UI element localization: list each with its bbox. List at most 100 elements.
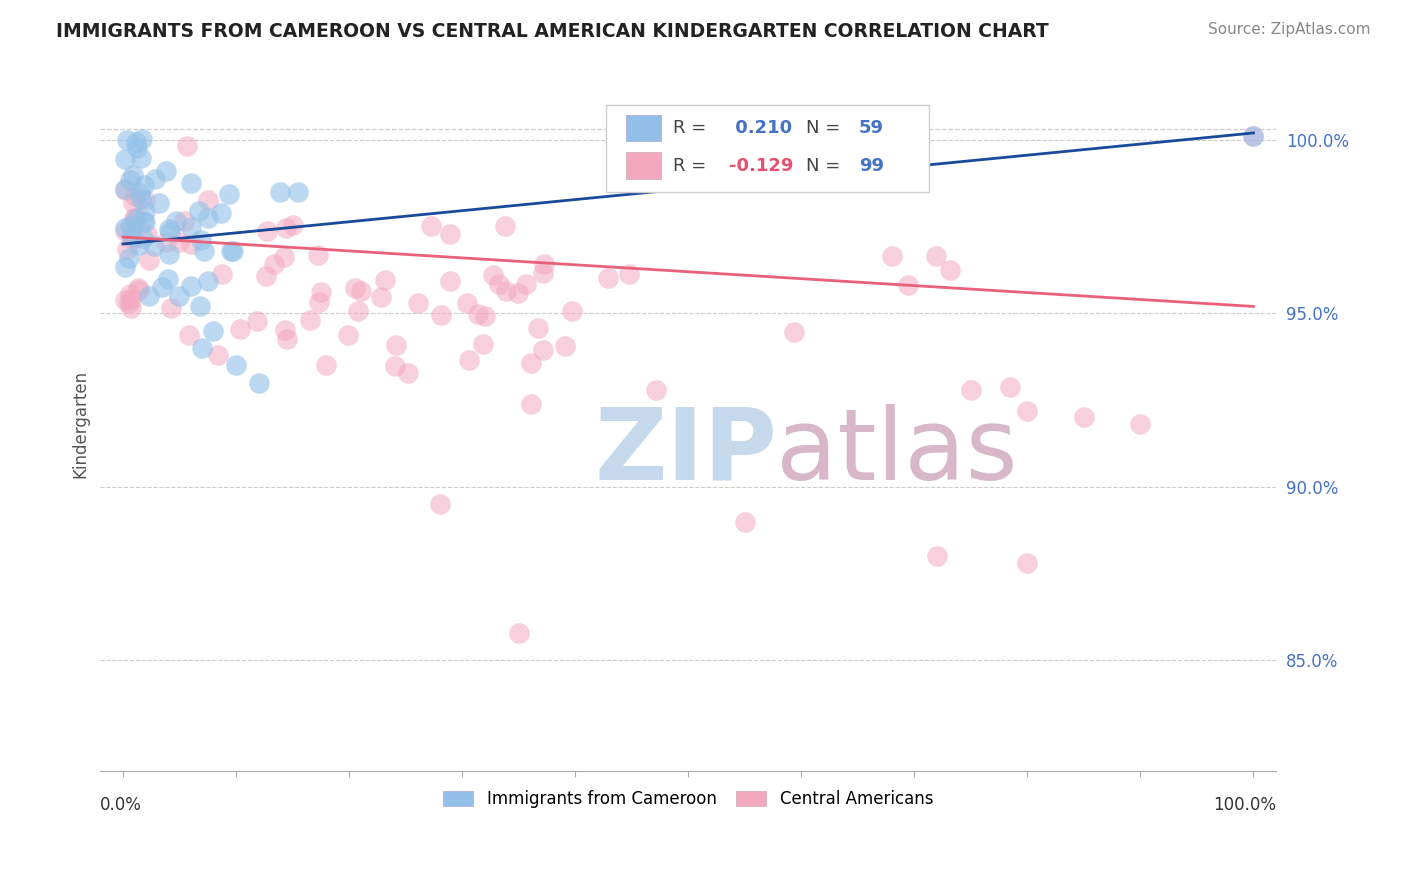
Point — [124, 211, 146, 226]
Point — [1243, 129, 1265, 144]
Point — [125, 141, 148, 155]
Point — [228, 322, 250, 336]
Point — [180, 176, 202, 190]
Point — [882, 249, 904, 263]
Text: R =: R = — [673, 157, 711, 175]
Point — [157, 247, 180, 261]
Point — [925, 249, 948, 263]
Point — [202, 324, 225, 338]
Point — [155, 235, 177, 249]
Y-axis label: Kindergarten: Kindergarten — [72, 370, 89, 478]
Point — [309, 285, 332, 299]
FancyBboxPatch shape — [626, 153, 661, 178]
Point — [1000, 380, 1022, 394]
Point — [125, 212, 148, 227]
Text: Source: ZipAtlas.com: Source: ZipAtlas.com — [1208, 22, 1371, 37]
Point — [115, 242, 138, 256]
Point — [129, 186, 152, 200]
Point — [118, 251, 141, 265]
Point — [197, 274, 219, 288]
Point — [122, 232, 145, 246]
Point — [960, 383, 983, 397]
Point — [897, 277, 920, 292]
Text: N =: N = — [806, 157, 846, 175]
Point — [429, 308, 451, 322]
Point — [136, 227, 159, 242]
Point — [263, 257, 285, 271]
Text: 0.0%: 0.0% — [100, 796, 142, 814]
Point — [167, 235, 190, 249]
Point — [385, 337, 408, 351]
Point — [190, 233, 212, 247]
Point — [180, 278, 202, 293]
Point — [370, 290, 392, 304]
Point — [157, 221, 180, 235]
Point — [336, 328, 359, 343]
Point — [471, 337, 494, 351]
Point — [531, 343, 554, 357]
Point — [131, 214, 153, 228]
Point — [143, 171, 166, 186]
Point — [783, 325, 806, 339]
Point — [619, 267, 641, 281]
Text: 0.210: 0.210 — [730, 120, 793, 137]
Point — [269, 185, 291, 199]
Point — [298, 313, 321, 327]
Point — [1017, 403, 1039, 417]
Point — [420, 219, 443, 233]
Point — [125, 135, 148, 149]
FancyBboxPatch shape — [626, 115, 661, 141]
Point — [193, 244, 215, 258]
Point — [197, 193, 219, 207]
Point — [134, 203, 156, 218]
Point — [458, 352, 481, 367]
Point — [115, 133, 138, 147]
Point — [527, 320, 550, 334]
Point — [176, 139, 198, 153]
Point — [114, 260, 136, 274]
Point — [219, 244, 242, 258]
Point — [554, 339, 576, 353]
Point — [159, 226, 181, 240]
Point — [508, 286, 530, 301]
Point — [429, 497, 451, 511]
Point — [274, 221, 297, 235]
Text: N =: N = — [806, 120, 846, 137]
Point — [114, 153, 136, 167]
Point — [246, 314, 269, 328]
Point — [531, 266, 554, 280]
Point — [131, 231, 153, 245]
Point — [160, 301, 183, 315]
Point — [114, 183, 136, 197]
Point — [218, 187, 240, 202]
Point — [561, 304, 583, 318]
Point — [129, 151, 152, 165]
Point — [118, 296, 141, 310]
Point — [384, 359, 406, 373]
Point — [155, 163, 177, 178]
Point — [180, 220, 202, 235]
Point — [925, 549, 948, 564]
Point — [143, 238, 166, 252]
Text: R =: R = — [673, 120, 711, 137]
Point — [138, 253, 160, 268]
Point — [177, 328, 200, 343]
Point — [120, 301, 142, 316]
Point — [515, 277, 537, 291]
Point — [1129, 417, 1152, 432]
Point — [347, 304, 370, 318]
Point — [157, 271, 180, 285]
Point — [598, 271, 620, 285]
Point — [132, 178, 155, 192]
Point — [287, 185, 309, 199]
Point — [124, 188, 146, 202]
Point — [439, 227, 461, 241]
Point — [148, 195, 170, 210]
Point — [222, 244, 245, 259]
Text: atlas: atlas — [776, 404, 1018, 500]
Point — [169, 289, 191, 303]
Point — [114, 221, 136, 235]
Point — [1073, 410, 1095, 425]
Point — [120, 293, 142, 307]
Point — [520, 356, 543, 370]
